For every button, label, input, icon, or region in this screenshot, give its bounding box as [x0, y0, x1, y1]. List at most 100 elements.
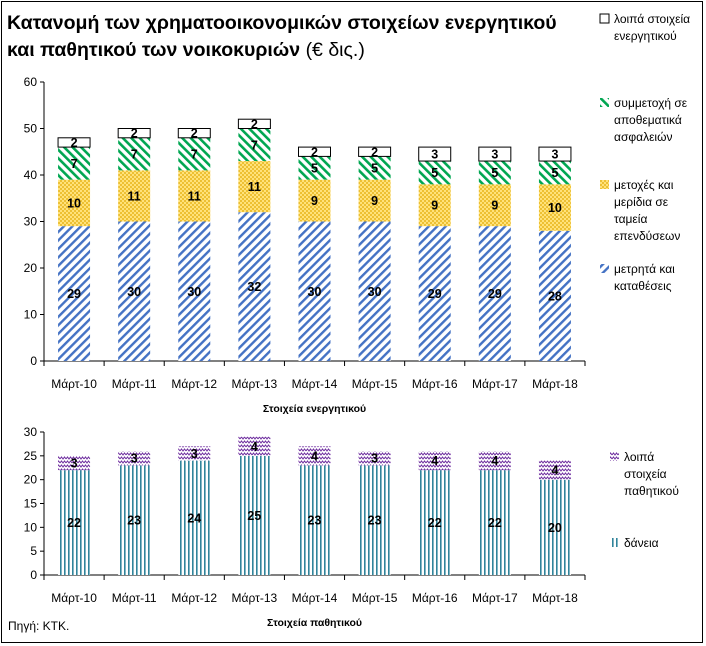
liabilities-bar-segment: [238, 436, 271, 456]
liabilities-bar-segment: [538, 479, 571, 575]
liabilities-legend-swatch: [610, 452, 619, 461]
assets-bar-segment: [178, 170, 211, 222]
assets-bar-segment: [478, 184, 511, 227]
liabilities-data-label: 22: [488, 516, 502, 530]
assets-bar-segment: [118, 221, 151, 361]
assets-x-axis-title: Στοιχεία ενεργητικού: [263, 403, 366, 415]
assets-data-label: 32: [247, 280, 261, 294]
liabilities-bar-segment: [58, 455, 91, 471]
assets-legend-entry: μετοχές και μερίδια σε ταμεία επενδύσεων: [614, 178, 680, 243]
assets-bar-segment: [358, 179, 391, 222]
assets-bar-segment: [118, 170, 151, 222]
assets-bar-segment: [538, 184, 571, 231]
assets-data-label: 2: [131, 127, 138, 141]
liabilities-legend-entry: λοιπά στοιχεία παθητικού: [624, 450, 679, 498]
assets-data-label: 30: [368, 285, 382, 299]
liabilities-data-label: 3: [71, 456, 78, 470]
assets-data-label: 29: [428, 287, 442, 301]
liabilities-bar-segment: [478, 451, 511, 471]
liabilities-data-label: 23: [127, 514, 141, 528]
liabilities-y-tick-label: 25: [24, 449, 38, 463]
assets-category-label: Μάρτ-13: [232, 377, 278, 391]
assets-data-label: 11: [188, 189, 201, 203]
assets-bar-segment: [358, 156, 391, 180]
liabilities-data-label: 4: [431, 454, 438, 468]
assets-bar-segment: [298, 146, 331, 157]
liabilities-data-label: 25: [247, 509, 261, 523]
assets-data-label: 9: [431, 199, 438, 213]
liabilities-category-label: Μάρτ-16: [412, 591, 458, 605]
assets-bar-segment: [418, 161, 451, 185]
assets-category-label: Μάρτ-12: [171, 377, 217, 391]
assets-data-label: 3: [431, 148, 438, 162]
assets-data-label: 2: [311, 145, 318, 159]
chart-title-unit: (€ δις.): [305, 39, 365, 61]
liabilities-y-tick-label: 30: [24, 425, 38, 439]
assets-y-tick-label: 20: [24, 261, 38, 275]
assets-y-tick-label: 50: [24, 122, 38, 136]
assets-bar-segment: [58, 179, 91, 227]
assets-category-label: Μάρτ-14: [292, 377, 338, 391]
liabilities-data-label: 20: [548, 521, 562, 535]
liabilities-bar-segment: [418, 470, 451, 575]
liabilities-bar-segment: [358, 451, 391, 466]
assets-bar-segment: [478, 161, 511, 185]
assets-data-label: 5: [431, 166, 438, 180]
assets-data-label: 11: [248, 180, 261, 194]
assets-data-label: 3: [551, 148, 558, 162]
assets-bar-segment: [358, 146, 392, 157]
assets-data-label: 5: [491, 166, 498, 180]
assets-data-label: 2: [251, 117, 258, 131]
liabilities-bar-segment: [418, 451, 451, 471]
assets-bar-segment: [178, 137, 211, 171]
liabilities-data-label: 24: [187, 511, 201, 525]
liabilities-bar-segment: [298, 465, 331, 575]
liabilities-x-axis-title: Στοιχεία παθητικού: [267, 617, 362, 629]
assets-bar-segment: [57, 137, 91, 148]
liabilities-data-label: 23: [308, 514, 322, 528]
assets-category-label: Μάρτ-16: [412, 377, 458, 391]
liabilities-data-label: 22: [67, 516, 81, 530]
chart-title: Κατανομή των χρηματοοικονομικών στοιχείω…: [7, 10, 567, 64]
liabilities-data-label: 4: [551, 464, 558, 478]
assets-bar-segment: [238, 212, 271, 361]
liabilities-y-tick-label: 15: [24, 497, 38, 511]
liabilities-y-tick-label: 0: [30, 568, 37, 582]
liabilities-category-label: Μάρτ-13: [232, 591, 278, 605]
liabilities-data-label: 22: [428, 516, 442, 530]
assets-bar-segment: [418, 226, 451, 361]
assets-data-label: 5: [371, 162, 378, 176]
liabilities-category-label: Μάρτ-18: [532, 591, 578, 605]
assets-category-label: Μάρτ-17: [472, 377, 518, 391]
liabilities-bar-segment: [358, 465, 391, 575]
assets-chart: 0102030405060291072Μάρτ-10301172Μάρτ-113…: [24, 12, 691, 415]
liabilities-category-label: Μάρτ-12: [171, 591, 217, 605]
assets-legend-entry: συμμετοχή σε αποθεματικά ασφαλειών: [614, 96, 688, 144]
assets-bar-segment: [478, 146, 512, 162]
liabilities-data-label: 3: [131, 452, 138, 466]
assets-data-label: 28: [548, 289, 562, 303]
assets-y-tick-label: 30: [24, 215, 38, 229]
assets-bar-segment: [538, 146, 572, 162]
assets-legend-swatch: [599, 13, 610, 24]
liabilities-data-label: 23: [368, 514, 382, 528]
liabilities-y-tick-label: 20: [24, 473, 38, 487]
liabilities-bar-segment: [178, 460, 211, 575]
assets-legend-swatch: [600, 264, 609, 273]
assets-bar-segment: [58, 226, 91, 361]
assets-bar-segment: [478, 226, 511, 361]
liabilities-data-label: 3: [191, 447, 198, 461]
liabilities-data-label: 3: [371, 452, 378, 466]
assets-data-label: 30: [308, 285, 322, 299]
liabilities-legend-entry: δάνεια: [624, 536, 659, 550]
assets-category-label: Μάρτ-11: [112, 377, 157, 391]
assets-data-label: 11: [128, 189, 141, 203]
liabilities-data-label: 4: [251, 440, 258, 454]
assets-y-tick-label: 0: [30, 354, 37, 368]
assets-data-label: 9: [311, 194, 318, 208]
liabilities-y-tick-label: 10: [24, 520, 38, 534]
assets-bar-segment: [538, 230, 571, 361]
assets-bar-segment: [237, 118, 271, 129]
